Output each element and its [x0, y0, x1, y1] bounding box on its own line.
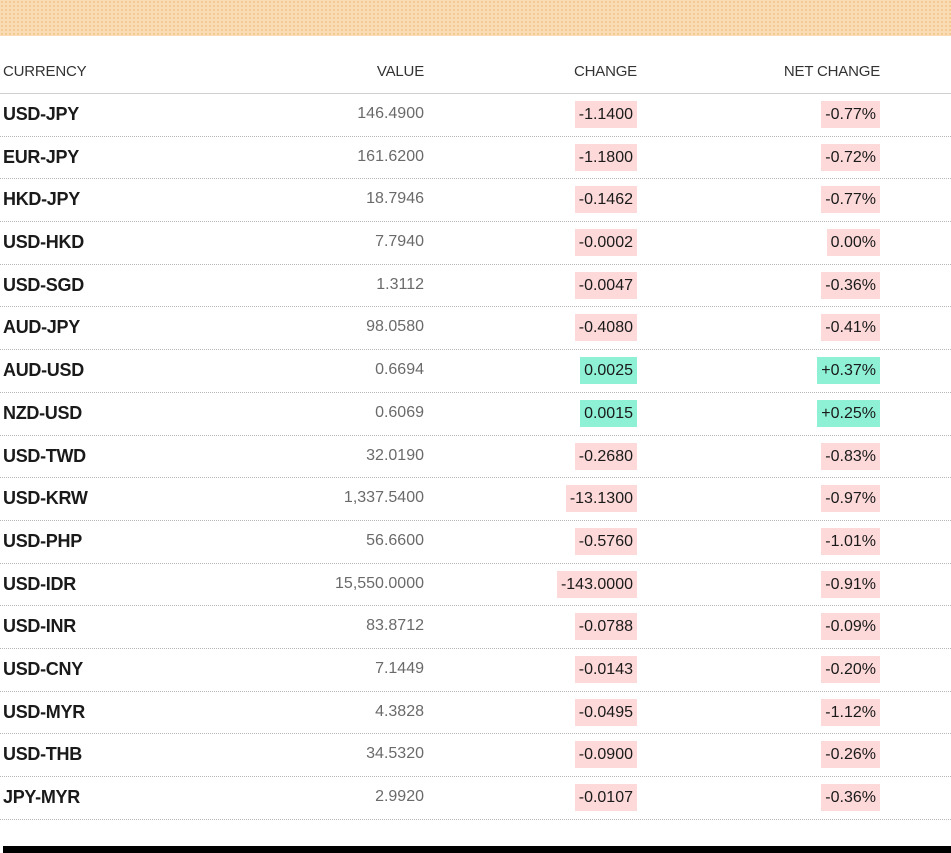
- net-change-value: -0.97%: [821, 485, 880, 513]
- rate-value: 2.9920: [375, 788, 424, 805]
- change-value: -0.0788: [574, 613, 637, 641]
- currency-pair[interactable]: JPY-MYR: [3, 787, 80, 807]
- table-row[interactable]: AUD-USD 0.6694 0.0025 +0.37%: [0, 350, 951, 393]
- currency-pair[interactable]: USD-THB: [3, 744, 82, 765]
- currency-pair[interactable]: USD-JPY: [3, 104, 79, 124]
- decorative-header-band: [0, 0, 951, 36]
- table-row[interactable]: HKD-JPY 18.7946 -0.1462 -0.77%: [0, 179, 951, 223]
- table-body: USD-JPY 146.4900 -1.1400 -0.77% EUR-JPY 161.6…: [0, 94, 951, 820]
- table-row[interactable]: JPY-MYR 2.9920 -0.0107 -0.36%: [0, 777, 951, 820]
- table-row[interactable]: USD-CNY 7.1449 -0.0143 -0.20%: [0, 649, 951, 692]
- table-row[interactable]: USD-JPY 146.4900 -1.1400 -0.77%: [0, 94, 951, 137]
- change-value: -1.1800: [574, 143, 637, 171]
- rate-value: 34.5320: [366, 745, 424, 763]
- table-row[interactable]: USD-SGD 1.3112 -0.0047 -0.36%: [0, 265, 951, 308]
- change-value: -0.1462: [574, 186, 637, 214]
- table-row[interactable]: USD-HKD 7.7940 -0.0002 0.00%: [0, 222, 951, 265]
- change-value: -13.1300: [565, 485, 637, 513]
- column-header-value[interactable]: VALUE: [376, 63, 424, 80]
- net-change-value: +0.37%: [817, 357, 880, 385]
- currency-pair[interactable]: USD-CNY: [3, 658, 83, 679]
- currency-pair[interactable]: USD-TWD: [3, 445, 86, 466]
- rate-value: 4.3828: [375, 702, 424, 720]
- net-change-value: -0.36%: [821, 784, 880, 811]
- table-header-row: CURRENCY VALUE CHANGE NET CHANGE: [0, 50, 951, 94]
- change-value: -0.0900: [574, 741, 637, 769]
- currency-pair[interactable]: USD-MYR: [3, 701, 85, 722]
- net-change-value: -0.26%: [821, 741, 880, 769]
- table-row[interactable]: USD-TWD 32.0190 -0.2680 -0.83%: [0, 436, 951, 479]
- rate-value: 15,550.0000: [335, 574, 424, 592]
- net-change-value: -0.77%: [821, 101, 880, 128]
- net-change-value: -0.72%: [821, 143, 880, 171]
- rate-value: 32.0190: [366, 446, 424, 464]
- currency-pair[interactable]: EUR-JPY: [3, 146, 79, 167]
- change-value: -0.0143: [574, 655, 637, 683]
- rate-value: 1.3112: [376, 275, 424, 293]
- change-value: -0.4080: [574, 314, 637, 342]
- change-value: 0.0015: [580, 399, 637, 427]
- rate-value: 0.6069: [375, 403, 424, 421]
- table-row[interactable]: NZD-USD 0.6069 0.0015 +0.25%: [0, 393, 951, 436]
- rate-value: 0.6694: [375, 361, 424, 379]
- change-value: -0.0002: [574, 229, 637, 257]
- table-row[interactable]: USD-PHP 56.6600 -0.5760 -1.01%: [0, 521, 951, 564]
- currency-pair[interactable]: USD-IDR: [3, 573, 76, 594]
- table-row[interactable]: USD-THB 34.5320 -0.0900 -0.26%: [0, 734, 951, 777]
- rate-value: 18.7946: [366, 190, 424, 208]
- net-change-value: -0.91%: [821, 570, 880, 598]
- currency-pair[interactable]: HKD-JPY: [3, 189, 80, 210]
- net-change-value: -0.09%: [821, 613, 880, 641]
- net-change-value: -0.36%: [821, 271, 880, 299]
- change-value: -1.1400: [574, 101, 637, 128]
- net-change-value: -0.41%: [821, 314, 880, 342]
- currency-pair[interactable]: USD-KRW: [3, 488, 88, 509]
- rate-value: 98.0580: [366, 318, 424, 336]
- change-value: -0.5760: [574, 527, 637, 555]
- net-change-value: -0.20%: [821, 655, 880, 683]
- rate-value: 146.4900: [357, 105, 424, 122]
- currency-pair[interactable]: USD-SGD: [3, 274, 84, 295]
- table-row[interactable]: EUR-JPY 161.6200 -1.1800 -0.72%: [0, 137, 951, 180]
- rate-value: 161.6200: [357, 147, 424, 165]
- rate-value: 1,337.5400: [343, 489, 424, 507]
- rate-value: 56.6600: [366, 531, 424, 549]
- currency-pair[interactable]: NZD-USD: [3, 402, 82, 423]
- currency-table: CURRENCY VALUE CHANGE NET CHANGE USD-JPY…: [0, 50, 951, 820]
- currency-pair[interactable]: AUD-JPY: [3, 317, 80, 338]
- net-change-value: +0.25%: [817, 399, 880, 427]
- net-change-value: -1.12%: [821, 698, 880, 726]
- column-header-currency[interactable]: CURRENCY: [3, 63, 87, 80]
- net-change-value: -0.83%: [821, 442, 880, 470]
- net-change-value: -0.77%: [821, 186, 880, 214]
- net-change-value: 0.00%: [826, 229, 880, 257]
- table-row[interactable]: USD-INR 83.8712 -0.0788 -0.09%: [0, 606, 951, 649]
- change-value: -0.0495: [574, 698, 637, 726]
- currency-pair[interactable]: USD-PHP: [3, 530, 82, 551]
- change-value: -0.2680: [574, 442, 637, 470]
- table-row[interactable]: AUD-JPY 98.0580 -0.4080 -0.41%: [0, 307, 951, 351]
- change-value: -0.0107: [574, 784, 637, 811]
- column-header-change[interactable]: CHANGE: [574, 63, 637, 80]
- rate-value: 7.7940: [375, 233, 424, 251]
- change-value: -143.0000: [556, 570, 637, 598]
- table-row[interactable]: USD-MYR 4.3828 -0.0495 -1.12%: [0, 692, 951, 735]
- change-value: -0.0047: [574, 271, 637, 299]
- currency-pair[interactable]: AUD-USD: [3, 360, 84, 381]
- column-header-net-change[interactable]: NET CHANGE: [783, 63, 880, 80]
- change-value: 0.0025: [580, 357, 637, 385]
- rate-value: 7.1449: [375, 659, 424, 677]
- rate-value: 83.8712: [366, 617, 424, 635]
- table-row[interactable]: USD-IDR 15,550.0000 -143.0000 -0.91%: [0, 564, 951, 607]
- currency-pair[interactable]: USD-HKD: [3, 232, 84, 253]
- currency-pair[interactable]: USD-INR: [3, 616, 76, 637]
- table-row[interactable]: USD-KRW 1,337.5400 -13.1300 -0.97%: [0, 478, 951, 521]
- bottom-divider: [3, 846, 951, 853]
- net-change-value: -1.01%: [821, 527, 880, 555]
